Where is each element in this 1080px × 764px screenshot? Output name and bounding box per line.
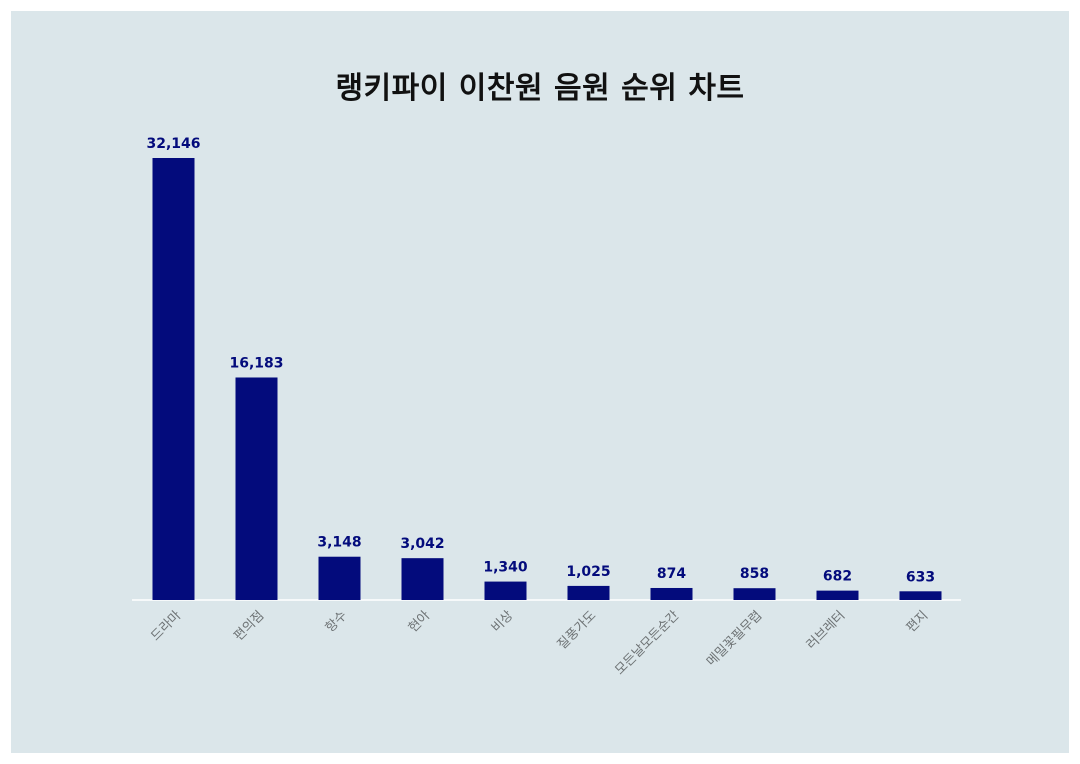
x-tick-label-1: 드라마 xyxy=(148,608,184,644)
x-tick-label-3: 항수 xyxy=(323,608,351,636)
value-label-7: 874 xyxy=(657,566,686,582)
x-tick-label-2: 편의점 xyxy=(231,608,267,644)
bar-2 xyxy=(235,377,278,600)
bar-4 xyxy=(401,558,444,600)
chart-title: 랭키파이 이찬원 음원 순위 차트 xyxy=(335,71,745,106)
x-tick-label-10: 편지 xyxy=(904,608,932,636)
value-label-10: 633 xyxy=(906,569,935,585)
value-labels-group: 32,146 16,183 3,148 3,042 1,340 1,025 874 858 68… xyxy=(146,136,935,585)
value-label-2: 16,183 xyxy=(229,355,283,371)
bar-1 xyxy=(152,158,195,600)
bar-5 xyxy=(484,581,527,600)
value-label-1: 32,146 xyxy=(146,136,200,152)
bar-7 xyxy=(650,587,693,600)
x-tick-label-6: 질풍가도 xyxy=(555,608,599,652)
bar-10 xyxy=(899,591,942,600)
bar-8 xyxy=(733,588,776,600)
value-label-4: 3,042 xyxy=(400,536,444,552)
x-tick-label-9: 러브레터 xyxy=(804,608,848,652)
value-label-3: 3,148 xyxy=(317,535,361,551)
value-label-9: 682 xyxy=(823,569,852,585)
value-label-6: 1,025 xyxy=(566,564,610,580)
value-label-8: 858 xyxy=(740,566,769,582)
x-tick-label-4: 현아 xyxy=(406,608,434,636)
bar-3 xyxy=(318,556,361,600)
value-label-5: 1,340 xyxy=(483,560,528,576)
x-tick-label-8: 메밀꽃필무렵 xyxy=(704,608,765,669)
bar-9 xyxy=(816,590,859,600)
bar-6 xyxy=(567,585,610,600)
x-tick-label-7: 모든날모든순간 xyxy=(613,608,683,678)
tick-labels-group: 드라마 편의점 항수 현아 비상 질풍가도 모든날모든순간 메밀꽃필무렵 러브레터 편지 xyxy=(148,608,931,678)
x-tick-label-5: 비상 xyxy=(489,608,517,636)
bars-group xyxy=(152,158,942,600)
